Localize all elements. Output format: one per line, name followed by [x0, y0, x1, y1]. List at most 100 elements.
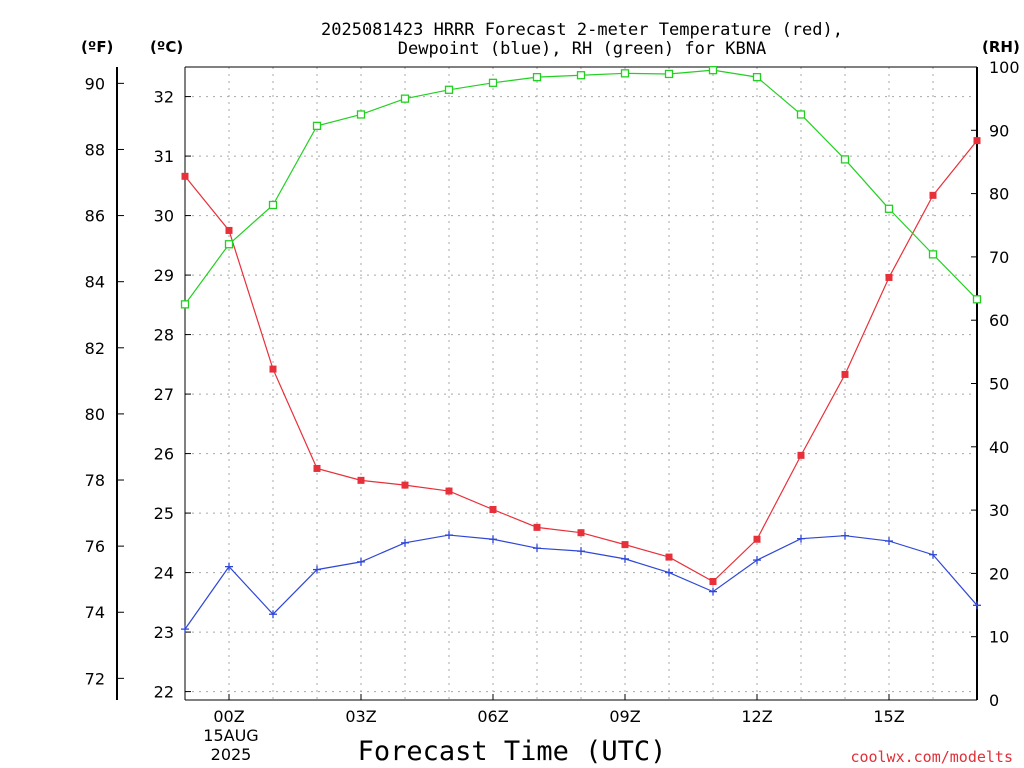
dewpoint-point: [797, 534, 805, 543]
fahrenheit-tick-label: 82: [85, 339, 105, 358]
rh-tick-label: 60: [989, 311, 1009, 330]
rh-point: [664, 69, 674, 79]
celsius-tick-label: 30: [154, 207, 174, 226]
celsius-tick-label: 23: [154, 623, 174, 642]
rh-point: [400, 94, 410, 103]
rh-tick-label: 90: [989, 121, 1009, 140]
temperature-point: [621, 541, 629, 549]
rh-point: [576, 71, 586, 80]
dewpoint-point: [445, 531, 453, 540]
date-label-year: 2025: [211, 745, 252, 764]
rh-tick-label: 80: [989, 185, 1009, 204]
rh-tick-label: 100: [989, 58, 1020, 77]
temperature-point: [577, 529, 585, 537]
fahrenheit-tick-label: 86: [85, 207, 105, 226]
temperature-point: [841, 370, 849, 378]
rh-point: [180, 300, 190, 309]
dewpoint-point: [225, 562, 233, 571]
rh-point: [972, 295, 982, 304]
temperature-point: [225, 226, 233, 234]
x-tick-label: 15Z: [873, 707, 904, 726]
grid-layer: [185, 67, 977, 700]
dewpoint-point: [753, 556, 761, 565]
fahrenheit-tick-label: 76: [85, 537, 105, 556]
fahrenheit-tick-label: 74: [85, 603, 105, 622]
source-credit: coolwx.com/modelts: [850, 748, 1013, 766]
temperature-point: [313, 464, 321, 472]
dewpoint-point: [577, 547, 585, 556]
celsius-tick-label: 25: [154, 504, 174, 523]
temperature-point: [753, 535, 761, 543]
temperature-point: [973, 137, 981, 145]
rh-tick-label: 70: [989, 248, 1009, 267]
rh-point: [752, 72, 762, 82]
celsius-tick-label: 22: [154, 683, 174, 702]
rh-point: [796, 110, 806, 119]
dewpoint-point: [533, 544, 541, 553]
rh-point: [224, 240, 234, 249]
temperature-point: [709, 578, 717, 585]
temperature-point: [401, 481, 409, 489]
fahrenheit-tick-label: 88: [85, 140, 105, 159]
rh-point: [840, 155, 850, 164]
rh-point: [532, 72, 542, 82]
temperature-point: [533, 523, 541, 531]
celsius-tick-label: 27: [154, 385, 174, 404]
tick-labels: 72 74 76 78 80 82 84 86 88 90 22 23 24 25 26 27 28 29 30 31…: [85, 58, 1020, 726]
rh-tick-label: 10: [989, 628, 1009, 647]
rh-point: [928, 250, 938, 259]
celsius-tick-label: 29: [154, 266, 174, 285]
rh-point: [884, 204, 894, 213]
x-tick-label: 12Z: [741, 707, 772, 726]
rh-point: [356, 110, 366, 119]
dewpoint-point: [621, 554, 629, 563]
dewpoint-point: [357, 557, 365, 566]
rh-tick-label: 0: [989, 691, 999, 710]
dewpoint-point: [709, 587, 717, 596]
fahrenheit-tick-label: 80: [85, 405, 105, 424]
temperature-point: [269, 365, 277, 373]
celsius-tick-label: 31: [154, 147, 174, 166]
dewpoint-point: [401, 538, 409, 547]
rh-point: [312, 121, 322, 131]
chart-title-line1: 2025081423 HRRR Forecast 2-meter Tempera…: [321, 20, 843, 40]
x-tick-label: 03Z: [345, 707, 376, 726]
series-temperature: [181, 137, 981, 585]
rh-point: [488, 78, 498, 87]
dewpoint-point: [313, 565, 321, 574]
rh-unit-label: (RH): [982, 38, 1020, 56]
x-tick-label: 09Z: [609, 707, 640, 726]
rh-point: [620, 69, 630, 78]
temperature-point: [489, 506, 497, 514]
date-label-day: 15AUG: [203, 726, 258, 745]
chart-title-line2: Dewpoint (blue), RH (green) for KBNA: [398, 39, 766, 59]
celsius-tick-label: 26: [154, 445, 174, 464]
fahrenheit-tick-label: 84: [85, 273, 105, 292]
temperature-point: [181, 172, 189, 180]
series-layer: [180, 66, 982, 634]
x-tick-label: 06Z: [477, 707, 508, 726]
rh-tick-label: 30: [989, 501, 1009, 520]
temperature-point: [357, 476, 365, 484]
celsius-unit-label: (ºC): [150, 38, 183, 56]
rh-tick-label: 50: [989, 375, 1009, 394]
dewpoint-point: [665, 568, 673, 577]
dewpoint-point: [841, 531, 849, 540]
dewpoint-point: [885, 537, 893, 546]
fahrenheit-tick-label: 78: [85, 471, 105, 490]
celsius-tick-label: 28: [154, 326, 174, 345]
celsius-tick-label: 32: [154, 88, 174, 107]
celsius-tick-label: 24: [154, 564, 174, 583]
rh-point: [708, 66, 718, 75]
x-axis-label: Forecast Time (UTC): [358, 736, 667, 767]
dewpoint-point: [973, 601, 981, 610]
fahrenheit-unit-label: (ºF): [81, 38, 113, 56]
rh-point: [444, 85, 454, 94]
rh-tick-label: 40: [989, 438, 1009, 457]
series-dewpoint: [181, 531, 981, 634]
dewpoint-point: [489, 535, 497, 544]
rh-point: [268, 200, 278, 210]
series-rh: [180, 66, 982, 309]
temperature-point: [929, 191, 937, 199]
